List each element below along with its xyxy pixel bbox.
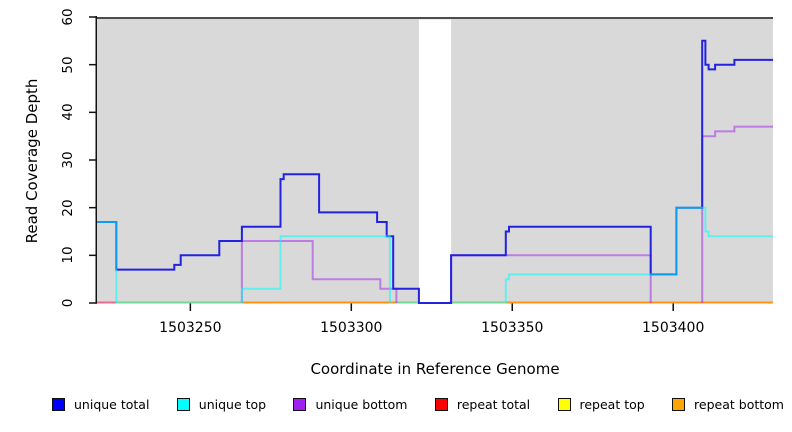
legend-item-repeat-top: repeat top [557, 397, 645, 412]
x-tick-label: 1503400 [642, 320, 705, 336]
legend-label: repeat bottom [694, 397, 784, 412]
x-tick-label: 1503350 [481, 320, 544, 336]
legend-label: unique top [198, 397, 267, 412]
legend-item-unique-top: unique top [176, 397, 267, 412]
y-tick-label: 0 [60, 298, 76, 308]
legend-label: unique bottom [315, 397, 408, 412]
legend-label: repeat top [579, 397, 645, 412]
legend: unique total unique top unique bottom repea… [52, 397, 784, 412]
series-line-unique-total [97, 39, 773, 304]
legend-label: unique total [74, 397, 150, 412]
legend-swatch-icon [434, 398, 448, 411]
legend-swatch-icon [176, 398, 190, 411]
legend-item-repeat-bottom: repeat bottom [672, 397, 784, 412]
legend-item-unique-bottom: unique bottom [293, 397, 408, 412]
legend-swatch-icon [557, 398, 571, 411]
coverage-gap-band [418, 19, 452, 303]
series-line-unique-top [97, 206, 773, 303]
coverage-plot-canvas [89, 16, 773, 311]
legend-swatch-icon [293, 398, 307, 411]
x-tick-label: 1503300 [320, 320, 383, 336]
x-tick-label: 1503250 [159, 320, 222, 336]
legend-item-unique-total: unique total [52, 397, 149, 412]
y-axis-title: Read Coverage Depth [23, 78, 41, 244]
x-axis-title: Coordinate in Reference Genome [310, 360, 560, 378]
y-tick-label: 40 [60, 103, 76, 121]
legend-item-repeat-total: repeat total [434, 397, 531, 412]
y-tick-label: 30 [60, 151, 76, 169]
y-tick-label: 20 [60, 199, 76, 217]
legend-swatch-icon [672, 398, 686, 411]
legend-label: repeat total [456, 397, 531, 412]
y-tick-label: 60 [60, 8, 76, 26]
y-tick-label: 50 [60, 56, 76, 74]
legend-swatch-icon [52, 398, 65, 411]
y-tick-label: 10 [60, 246, 76, 264]
